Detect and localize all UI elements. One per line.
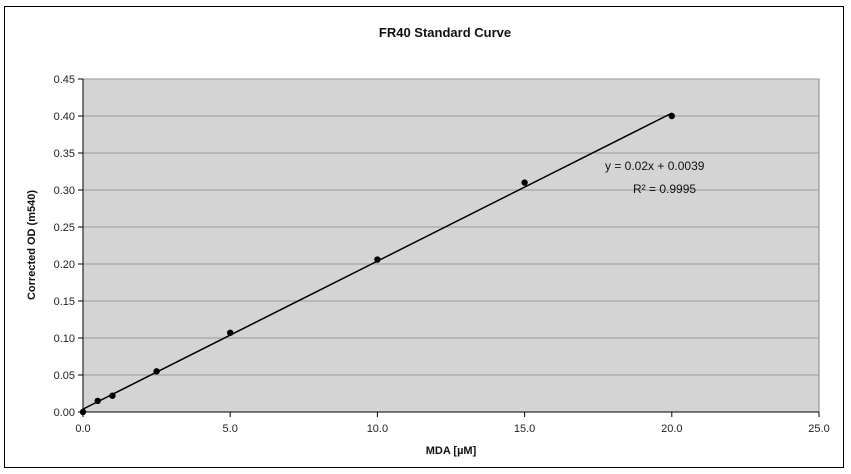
- data-point: [374, 256, 381, 263]
- chart-svg: FR40 Standard Curve 0.00 0.05 0.10 0.15 0.20…: [26, 25, 830, 457]
- chart-frame: FR40 Standard Curve 0.00 0.05 0.10 0.15 0.20…: [4, 6, 844, 468]
- y-tick-label: 0.10: [54, 333, 75, 345]
- x-tick-label: 25.0: [808, 423, 829, 435]
- y-tick-label: 0.15: [54, 296, 75, 308]
- plot-area: [82, 78, 820, 413]
- y-axis-title: Corrected OD (m540): [26, 190, 38, 300]
- y-tick-label: 0.20: [54, 259, 75, 271]
- chart-title: FR40 Standard Curve: [379, 25, 511, 40]
- x-tick-label: 0.0: [75, 423, 90, 435]
- data-point: [94, 397, 101, 405]
- data-point: [668, 112, 675, 120]
- data-point: [109, 392, 116, 399]
- y-tick-label: 0.30: [54, 185, 75, 197]
- axes: [78, 78, 820, 417]
- data-point: [521, 179, 528, 186]
- data-point: [227, 329, 234, 337]
- x-tick-label: 5.0: [223, 423, 238, 435]
- y-tick-label: 0.00: [54, 407, 75, 419]
- x-tick-label: 15.0: [514, 423, 535, 435]
- data-point: [79, 408, 87, 416]
- data-points: [79, 112, 675, 416]
- data-point: [153, 368, 160, 375]
- r-squared-label: R² = 0.9995: [633, 182, 696, 196]
- grid-lines: [83, 78, 819, 376]
- y-tick-label: 0.40: [54, 111, 75, 123]
- x-tick-label: 20.0: [661, 423, 682, 435]
- x-tick-label: 10.0: [367, 423, 388, 435]
- tick-labels: 0.00 0.05 0.10 0.15 0.20 0.25 0.30 0.35 0.40 0.45…: [54, 74, 830, 435]
- y-tick-label: 0.35: [54, 148, 75, 160]
- x-axis-title: MDA [µM]: [426, 445, 477, 457]
- y-tick-label: 0.25: [54, 222, 75, 234]
- y-tick-label: 0.45: [54, 74, 75, 86]
- trendline-equation: y = 0.02x + 0.0039: [605, 159, 705, 173]
- y-tick-label: 0.05: [54, 370, 75, 382]
